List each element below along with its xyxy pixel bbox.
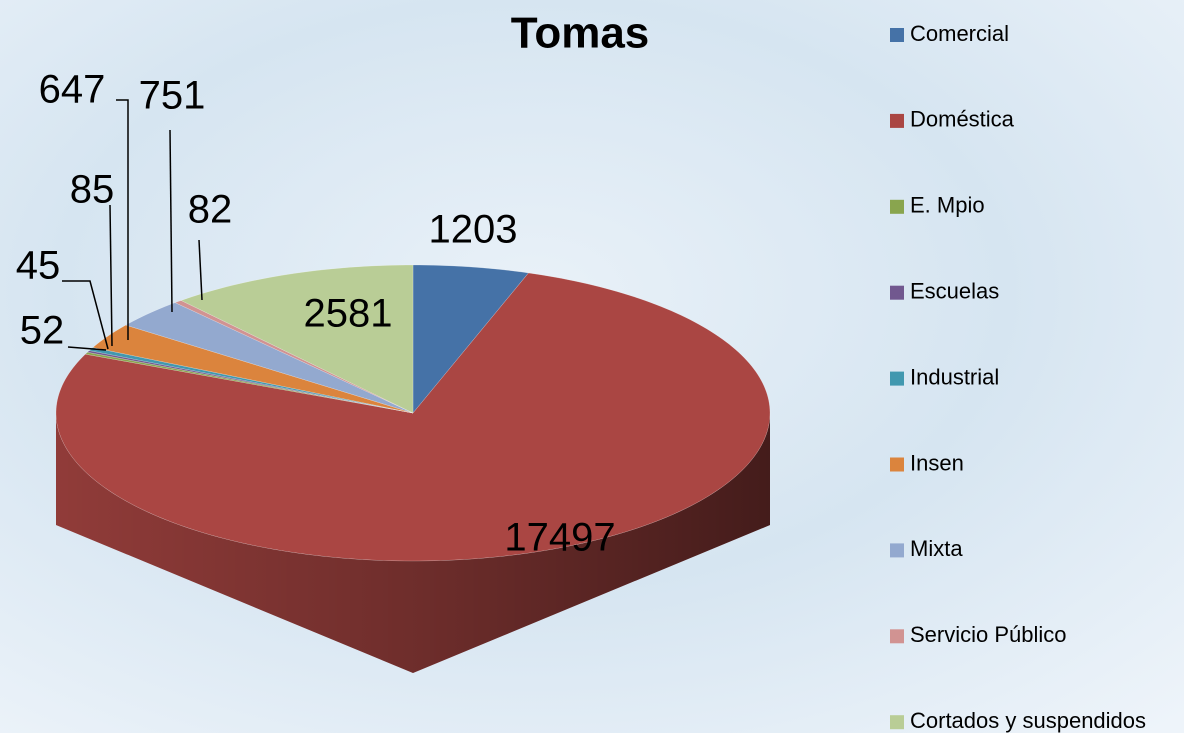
leader-line <box>67 346 107 351</box>
data-label: 85 <box>70 168 115 212</box>
legend-label: Servicio Público <box>910 622 1067 647</box>
tops <box>55 264 771 562</box>
data-label: 17497 <box>504 516 615 560</box>
legend-swatch <box>890 113 904 128</box>
leader-line <box>116 99 129 340</box>
legend-label: E. Mpio <box>910 193 985 218</box>
legend-label: Comercial <box>910 21 1009 46</box>
slice <box>174 300 414 414</box>
slice-side-shade <box>56 413 770 673</box>
legend-label: Insen <box>910 450 964 475</box>
data-label: 82 <box>188 188 233 232</box>
legend-label: Escuelas <box>910 279 999 304</box>
slice <box>412 264 529 414</box>
slice <box>180 264 414 414</box>
slice <box>55 272 771 562</box>
leader-line <box>109 204 113 347</box>
legend: Comercial Doméstica E. Mpio Escuelas Industr… <box>890 21 1146 733</box>
legend-swatch <box>890 28 904 42</box>
slice <box>125 302 414 414</box>
data-label: 52 <box>20 309 65 353</box>
legend-swatch <box>890 285 904 300</box>
leader-line <box>169 129 173 313</box>
data-label: 45 <box>16 244 61 288</box>
sides <box>56 413 770 673</box>
data-label: 647 <box>39 68 106 112</box>
data-label: 751 <box>139 74 206 118</box>
legend-swatch <box>890 543 904 558</box>
slice <box>92 324 414 414</box>
data-label: 1203 <box>429 208 518 252</box>
chart-title: Tomas <box>511 9 650 58</box>
leader-line <box>62 280 109 350</box>
legend-swatch <box>890 371 904 386</box>
slice <box>84 351 414 414</box>
leader-line <box>198 239 203 301</box>
legend-swatch <box>890 715 904 730</box>
legend-label: Cortados y suspendidos <box>910 708 1146 733</box>
legend-swatch <box>890 629 904 644</box>
data-label: 2581 <box>304 292 393 336</box>
legend-swatch <box>890 199 904 214</box>
legend-label: Industrial <box>910 364 999 389</box>
legend-label: Mixta <box>910 536 963 561</box>
legend-swatch <box>890 457 904 472</box>
legend-label: Doméstica <box>910 107 1015 132</box>
